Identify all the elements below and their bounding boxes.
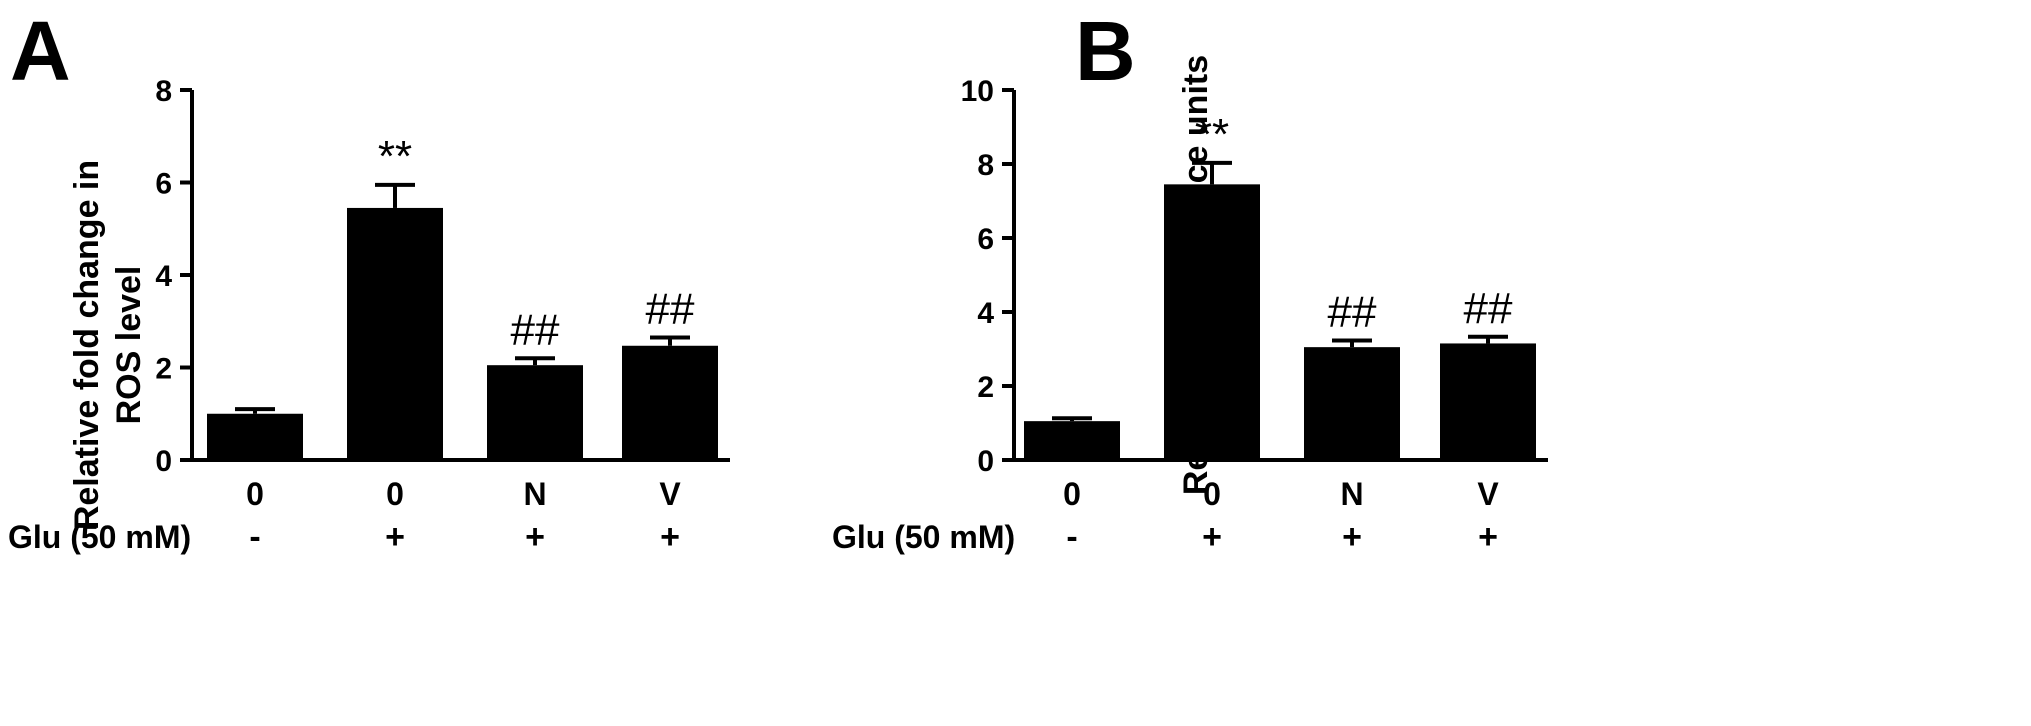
panel-a-category-label: 0 (386, 476, 404, 512)
panel-a-bar (347, 207, 443, 460)
panel-b-y-tick-label: 0 (977, 445, 994, 478)
panel-a-bar (487, 365, 583, 460)
panel-a-bar (622, 345, 718, 460)
panel-b-category-label: 0 (1063, 476, 1081, 512)
panel-a-treatment-marker: + (660, 518, 680, 556)
panel-b-treatment-marker: + (1478, 518, 1498, 556)
panel-a-significance-label: ## (511, 305, 560, 354)
panel-a-plot-area: 0 2 4 6 8 0 - ** 0 + ## N + ## V + Glu (50 mM) (8, 75, 730, 556)
panel-b-category-label: V (1477, 476, 1499, 512)
panel-a-category-label: N (523, 476, 546, 512)
panel-b-significance-label: ** (1195, 110, 1229, 159)
panel-a-y-tick-label: 2 (155, 353, 172, 386)
panel-a: A Relative fold change in ROS level 0 2 4 6… (8, 4, 730, 556)
panel-a-y-tick-label: 0 (155, 445, 172, 478)
panel-a-y-axis-label: Relative fold change in ROS level (68, 160, 148, 530)
panel-a-treatment-marker: - (249, 518, 260, 556)
panel-b-treatment-label: Glu (50 mM) (832, 519, 1015, 555)
panel-a-treatment-label: Glu (50 mM) (8, 519, 191, 555)
panel-b-y-tick-label: 4 (977, 297, 994, 330)
panel-a-treatment-marker: + (525, 518, 545, 556)
panel-a-treatment-marker: + (385, 518, 405, 556)
panel-b-y-tick-label: 6 (977, 223, 994, 256)
panel-b-plot-area: 0 2 4 6 8 10 0 - ** 0 + ## N + ## V + Glu (50 mM) (832, 75, 1548, 556)
panel-a-y-label-line-1: Relative fold change in (68, 160, 106, 530)
panel-a-category-label: V (659, 476, 681, 512)
panel-b-treatment-marker: - (1066, 518, 1077, 556)
panel-b-bar (1024, 421, 1120, 460)
panel-b-letter: B (1075, 4, 1136, 98)
panel-b-significance-label: ## (1328, 287, 1377, 336)
panel-b-category-label: 0 (1203, 476, 1221, 512)
panel-a-y-tick-label: 8 (155, 75, 172, 108)
panel-a-letter: A (10, 4, 71, 98)
panel-b: B Relative fluorescence units 02468100-*… (832, 4, 1548, 556)
panel-b-bar (1304, 347, 1400, 460)
panel-b-y-tick-label: 10 (961, 75, 994, 108)
panel-b-treatment-marker: + (1342, 518, 1362, 556)
panel-b-y-tick-label: 2 (977, 371, 994, 404)
panel-a-y-label-line-2: ROS level (110, 266, 148, 425)
panel-b-bar (1440, 343, 1536, 460)
panel-a-significance-label: ## (646, 284, 695, 333)
panel-a-significance-label: ** (378, 132, 412, 181)
panel-b-treatment-marker: + (1202, 518, 1222, 556)
panel-a-category-label: 0 (246, 476, 264, 512)
panel-a-y-tick-label: 6 (155, 168, 172, 201)
panel-b-y-tick-label: 8 (977, 149, 994, 182)
panel-b-significance-label: ## (1464, 284, 1513, 333)
panel-a-bar (207, 413, 303, 460)
panel-b-bar (1164, 184, 1260, 460)
panel-a-y-tick-label: 4 (155, 260, 172, 293)
panel-b-category-label: N (1340, 476, 1363, 512)
